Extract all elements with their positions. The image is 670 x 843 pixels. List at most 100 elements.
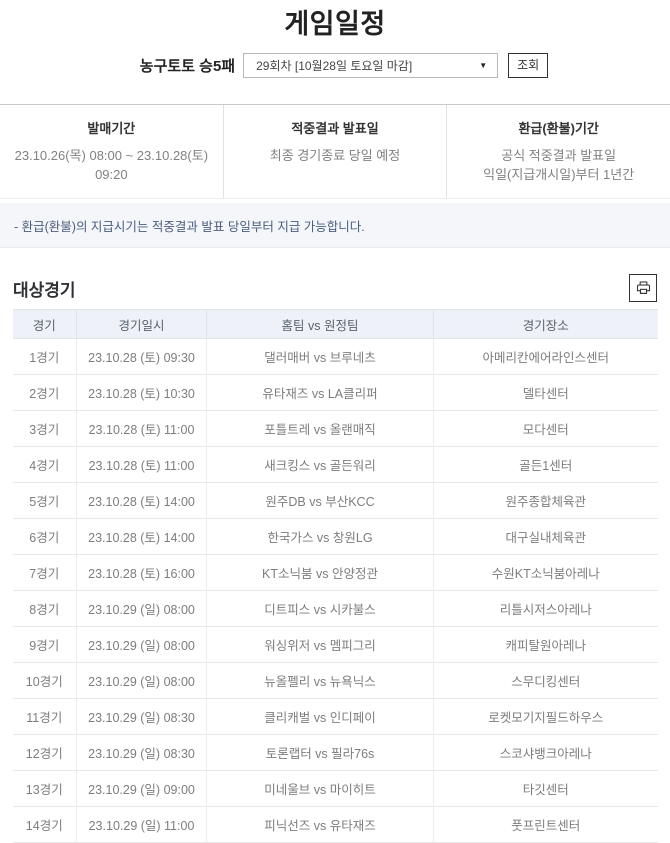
cell-venue: 골든1센터 [433, 446, 658, 483]
cell-game-no: 14경기 [12, 806, 77, 843]
cell-game-no: 2경기 [12, 374, 77, 411]
table-row: 13경기 23.10.29 (일) 09:00 미네울브 vs 마이히트 타깃센터 [12, 770, 658, 807]
game-schedule-page: 게임일정 농구토토 승5패 29회차 [10월28일 토요일 마감] ▼ 조회 … [0, 7, 670, 843]
cell-teams: 유타재즈 vs LA클리퍼 [206, 374, 434, 411]
info-result-date: 적중결과 발표일 최종 경기종료 당일 예정 [222, 105, 448, 198]
cell-venue: 리틀시저스아레나 [433, 590, 658, 627]
printer-icon [635, 280, 652, 296]
section-title: 대상경기 [13, 280, 76, 300]
cell-venue: 풋프린트센터 [433, 806, 658, 843]
cell-datetime: 23.10.29 (일) 08:00 [76, 590, 207, 627]
cell-teams: 원주DB vs 부산KCC [206, 482, 434, 519]
cell-game-no: 7경기 [12, 554, 77, 591]
info-sale-period: 발매기간 23.10.26(목) 08:00 ~ 23.10.28(토) 09:… [0, 105, 223, 198]
info-refund-period-title: 환급(환불)기간 [518, 121, 599, 136]
cell-teams: 미네울브 vs 마이히트 [206, 770, 434, 807]
info-result-date-title: 적중결과 발표일 [291, 121, 379, 136]
cell-datetime: 23.10.29 (일) 09:00 [76, 770, 207, 807]
table-row: 3경기 23.10.28 (토) 11:00 포틀트레 vs 올랜매직 모다센터 [12, 410, 658, 447]
info-result-date-value: 최종 경기종료 당일 예정 [269, 148, 401, 163]
table-row: 7경기 23.10.28 (토) 16:00 KT소닉붐 vs 안양정관 수원KT소닉… [12, 554, 658, 591]
refund-notice: - 환급(환불)의 지급시기는 적중결과 발표 당일부터 지급 가능합니다. [0, 203, 670, 248]
target-games-header: 대상경기 [13, 274, 657, 302]
cell-game-no: 1경기 [12, 338, 77, 375]
cell-teams: 토론랩터 vs 필라76s [206, 734, 434, 771]
round-select[interactable]: 29회차 [10월28일 토요일 마감] ▼ [243, 53, 499, 78]
info-sale-period-value: 23.10.26(목) 08:00 ~ 23.10.28(토) 09:20 [14, 148, 209, 182]
cell-teams: 피닉선즈 vs 유타재즈 [206, 806, 434, 843]
cell-game-no: 6경기 [12, 518, 77, 555]
page-title: 게임일정 [284, 9, 386, 39]
cell-teams: 클리캐벌 vs 인디페이 [206, 698, 434, 735]
cell-game-no: 8경기 [12, 590, 77, 627]
table-row: 6경기 23.10.28 (토) 14:00 한국가스 vs 창원LG 대구실내체육관 [12, 518, 658, 555]
table-row: 12경기 23.10.29 (일) 08:30 토론랩터 vs 필라76s 스코샤뱅크… [12, 734, 658, 771]
table-header-row: 경기 경기일시 홈팀 vs 원정팀 경기장소 [12, 309, 658, 339]
cell-datetime: 23.10.29 (일) 08:30 [76, 734, 207, 771]
round-select-value: 29회차 [10월28일 토요일 마감] [256, 59, 413, 73]
cell-venue: 스코샤뱅크아레나 [433, 734, 658, 771]
info-refund-period-value1: 공식 적중결과 발표일 [501, 148, 617, 163]
cell-datetime: 23.10.29 (일) 08:00 [76, 626, 207, 663]
cell-venue: 원주종합체육관 [433, 482, 658, 519]
cell-datetime: 23.10.28 (토) 11:00 [76, 446, 207, 483]
cell-datetime: 23.10.29 (일) 08:30 [76, 698, 207, 735]
cell-game-no: 13경기 [12, 770, 77, 807]
sale-info-strip: 발매기간 23.10.26(목) 08:00 ~ 23.10.28(토) 09:… [0, 104, 670, 199]
col-header-teams: 홈팀 vs 원정팀 [206, 309, 434, 339]
cell-venue: 캐피탈원아레나 [433, 626, 658, 663]
cell-game-no: 11경기 [12, 698, 77, 735]
cell-venue: 타깃센터 [433, 770, 658, 807]
cell-teams: 디트피스 vs 시카불스 [206, 590, 434, 627]
schedule-table-body: 1경기 23.10.28 (토) 09:30 댈러매버 vs 브루네츠 아메리칸에어라… [12, 338, 658, 843]
cell-game-no: 4경기 [12, 446, 77, 483]
table-row: 14경기 23.10.29 (일) 11:00 피닉선즈 vs 유타재즈 풋프린트센터 [12, 806, 658, 843]
cell-teams: 댈러매버 vs 브루네츠 [206, 338, 434, 375]
cell-game-no: 10경기 [12, 662, 77, 699]
cell-datetime: 23.10.28 (토) 16:00 [76, 554, 207, 591]
info-refund-period-value2: 익일(지급개시일)부터 1년간 [483, 167, 635, 182]
table-row: 1경기 23.10.28 (토) 09:30 댈러매버 vs 브루네츠 아메리칸에어라… [12, 338, 658, 375]
cell-teams: 새크킹스 vs 골든워리 [206, 446, 434, 483]
col-header-game: 경기 [12, 309, 77, 339]
cell-game-no: 5경기 [12, 482, 77, 519]
cell-teams: 뉴올펠리 vs 뉴욕닉스 [206, 662, 434, 699]
table-row: 11경기 23.10.29 (일) 08:30 클리캐벌 vs 인디페이 로켓모기지필… [12, 698, 658, 735]
cell-teams: KT소닉붐 vs 안양정관 [206, 554, 434, 591]
chevron-down-icon: ▼ [479, 61, 488, 70]
cell-datetime: 23.10.28 (토) 11:00 [76, 410, 207, 447]
cell-datetime: 23.10.29 (일) 08:00 [76, 662, 207, 699]
col-header-venue: 경기장소 [433, 309, 658, 339]
table-row: 8경기 23.10.29 (일) 08:00 디트피스 vs 시카불스 리틀시저스아레… [12, 590, 658, 627]
cell-teams: 워싱위저 vs 멤피그리 [206, 626, 434, 663]
game-type-label: 농구토토 승5패 [139, 58, 236, 75]
cell-datetime: 23.10.28 (토) 14:00 [76, 518, 207, 555]
cell-game-no: 3경기 [12, 410, 77, 447]
cell-teams: 한국가스 vs 창원LG [206, 518, 434, 555]
cell-venue: 로켓모기지필드하우스 [433, 698, 658, 735]
cell-venue: 델타센터 [433, 374, 658, 411]
col-header-datetime: 경기일시 [76, 309, 207, 339]
cell-datetime: 23.10.28 (토) 14:00 [76, 482, 207, 519]
table-row: 10경기 23.10.29 (일) 08:00 뉴올펠리 vs 뉴욕닉스 스무디킹센터 [12, 662, 658, 699]
print-button[interactable] [629, 274, 657, 302]
table-row: 9경기 23.10.29 (일) 08:00 워싱위저 vs 멤피그리 캐피탈원아레나 [12, 626, 658, 663]
cell-game-no: 9경기 [12, 626, 77, 663]
cell-datetime: 23.10.29 (일) 11:00 [76, 806, 207, 843]
cell-venue: 대구실내체육관 [433, 518, 658, 555]
table-row: 4경기 23.10.28 (토) 11:00 새크킹스 vs 골든워리 골든1센터 [12, 446, 658, 483]
info-sale-period-title: 발매기간 [87, 121, 136, 136]
search-button[interactable]: 조회 [508, 53, 549, 78]
cell-game-no: 12경기 [12, 734, 77, 771]
schedule-table: 경기 경기일시 홈팀 vs 원정팀 경기장소 1경기 23.10.28 (토) 0… [12, 309, 658, 843]
table-row: 2경기 23.10.28 (토) 10:30 유타재즈 vs LA클리퍼 델타센터 [12, 374, 658, 411]
round-controls: 농구토토 승5패 29회차 [10월28일 토요일 마감] ▼ 조회 [0, 53, 670, 78]
cell-venue: 스무디킹센터 [433, 662, 658, 699]
table-row: 5경기 23.10.28 (토) 14:00 원주DB vs 부산KCC 원주종합체육… [12, 482, 658, 519]
cell-venue: 모다센터 [433, 410, 658, 447]
cell-datetime: 23.10.28 (토) 09:30 [76, 338, 207, 375]
cell-venue: 수원KT소닉붐아레나 [433, 554, 658, 591]
cell-teams: 포틀트레 vs 올랜매직 [206, 410, 434, 447]
cell-venue: 아메리칸에어라인스센터 [433, 338, 658, 375]
cell-datetime: 23.10.28 (토) 10:30 [76, 374, 207, 411]
